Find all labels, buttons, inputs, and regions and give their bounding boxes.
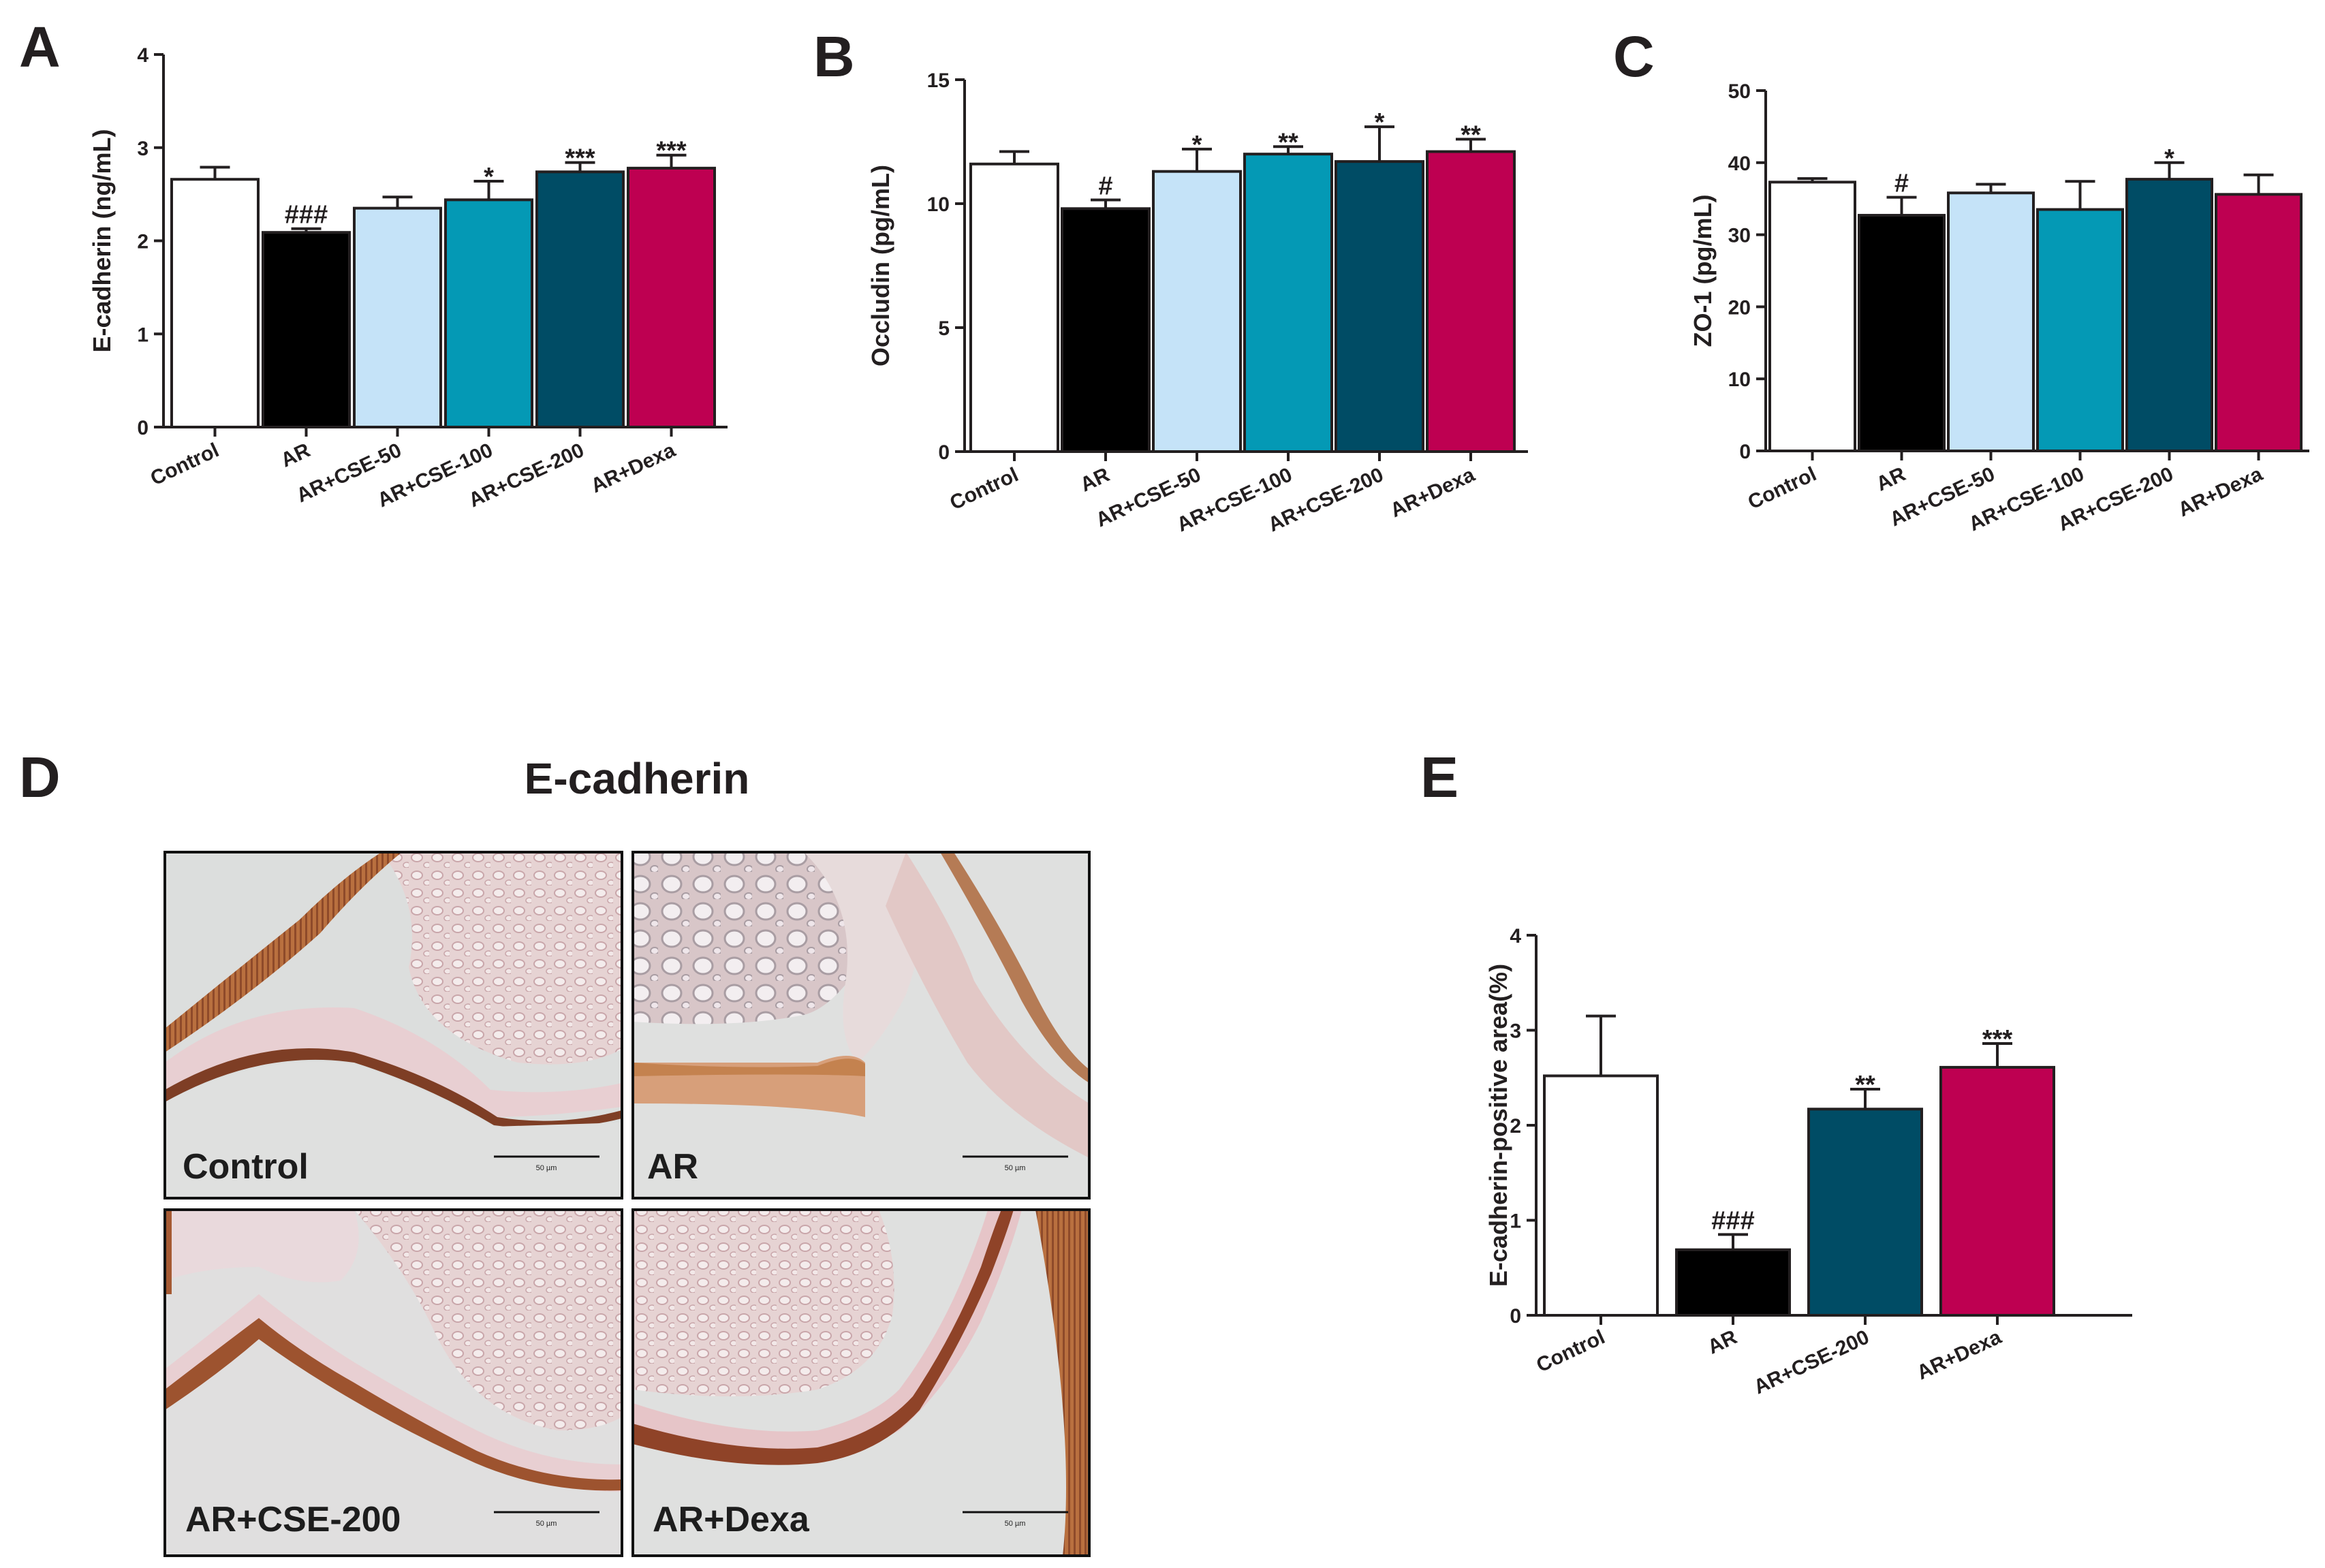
bar-control <box>969 162 1059 453</box>
category-label: AR+Dexa <box>1387 463 1478 522</box>
significance-label: ### <box>1711 1206 1754 1235</box>
significance-label: * <box>1375 108 1385 137</box>
y-tick-label: 15 <box>927 69 950 92</box>
y-axis-label: E-cadherin-positive area(%) <box>1484 964 1512 1287</box>
scale-bar-text: 50 µm <box>1005 1520 1026 1528</box>
panel-label-e: E <box>1420 745 1458 809</box>
bar-ar-cse-50 <box>1947 191 2035 452</box>
y-tick-label: 0 <box>938 441 950 464</box>
y-tick-label: 10 <box>927 193 950 216</box>
y-tick-label: 2 <box>1510 1115 1521 1138</box>
significance-label: ** <box>1278 128 1298 157</box>
category-label: AR <box>1704 1326 1741 1358</box>
category-label: Control <box>1745 462 1820 514</box>
category-label: Control <box>1533 1326 1608 1377</box>
significance-label: ** <box>1855 1071 1875 1099</box>
significance-label: # <box>1894 170 1909 198</box>
bar-ar-cse-50 <box>353 206 442 428</box>
significance-label: *** <box>565 144 595 173</box>
y-tick-label: 1 <box>137 324 149 346</box>
bar-control <box>170 178 260 428</box>
scale-bar-text: 50 µm <box>536 1520 557 1528</box>
significance-label: *** <box>1982 1025 2013 1054</box>
category-label: AR+CSE-200 <box>1751 1326 1873 1398</box>
micrograph-control: Control 50 µm <box>163 851 623 1199</box>
significance-label: * <box>2164 144 2174 173</box>
y-tick-label: 30 <box>1728 225 1751 247</box>
micrograph-ar: AR 50 µm <box>631 851 1091 1199</box>
category-label: AR <box>277 439 314 471</box>
category-label: Control <box>147 439 223 490</box>
bar-ar <box>1061 207 1151 453</box>
bar-ar <box>262 231 351 428</box>
bar-ar-cse-50 <box>1152 170 1242 453</box>
panel-label-a: A <box>19 15 61 79</box>
scale-bar-text: 50 µm <box>1005 1164 1026 1172</box>
y-tick-label: 20 <box>1728 296 1751 319</box>
y-tick-label: 2 <box>137 231 149 253</box>
category-label: AR <box>1873 462 1909 495</box>
bar-ar-dexa <box>2215 193 2303 452</box>
y-tick-label: 10 <box>1728 369 1751 391</box>
category-label: AR+Dexa <box>2174 462 2266 521</box>
y-tick-label: 40 <box>1728 153 1751 175</box>
chart-e-positive-area: 0 1 2 3 4 E-cadherin-positive area(%) Control A… <box>1484 925 2132 1399</box>
category-label: AR <box>1077 463 1114 496</box>
significance-label: * <box>484 163 494 191</box>
micrograph-ar-cse-200: AR+CSE-200 50 µm <box>163 1208 623 1557</box>
scale-bar-text: 50 µm <box>536 1164 557 1172</box>
significance-label: *** <box>656 137 687 166</box>
significance-label: * <box>1192 131 1202 159</box>
y-tick-label: 3 <box>1510 1020 1521 1043</box>
y-axis-label: Occludin (pg/mL) <box>867 165 894 366</box>
bar-ar-cse-200 <box>1335 160 1424 453</box>
y-tick-label: 0 <box>1510 1305 1521 1328</box>
micrograph-label-control: Control <box>183 1147 309 1187</box>
bar-ar-cse-100 <box>2036 208 2124 452</box>
y-axis-label: E-cadherin (ng/mL) <box>88 129 116 352</box>
bar-ar-dexa <box>1939 1065 2055 1317</box>
micrograph-ar-dexa: AR+Dexa 50 µm <box>631 1208 1091 1557</box>
panel-label-c: C <box>1613 25 1655 89</box>
y-axis-label: ZO-1 (pg/mL) <box>1689 195 1717 347</box>
y-tick-label: 4 <box>1510 925 1521 947</box>
micrograph-label-ar-cse-200: AR+CSE-200 <box>185 1500 401 1539</box>
y-tick-label: 0 <box>137 417 149 439</box>
category-label: AR+Dexa <box>587 439 678 497</box>
category-label: Control <box>946 463 1022 514</box>
category-label: AR+Dexa <box>1914 1326 2005 1384</box>
bar-control <box>1768 181 1856 452</box>
panel-label-d: D <box>19 745 61 809</box>
y-tick-label: 50 <box>1728 80 1751 103</box>
y-tick-label: 5 <box>938 317 950 340</box>
bar-ar-cse-200 <box>1807 1108 1923 1317</box>
significance-label: ** <box>1461 121 1481 149</box>
panel-label-b: B <box>813 25 855 89</box>
bar-ar-cse-100 <box>1243 153 1333 453</box>
micrograph-label-ar-dexa: AR+Dexa <box>653 1500 810 1539</box>
micrograph-title: E-cadherin <box>525 754 750 803</box>
bar-ar-dexa <box>1426 150 1516 453</box>
y-tick-label: 3 <box>137 138 149 160</box>
bar-ar-cse-200 <box>2125 178 2213 452</box>
significance-label: # <box>1098 172 1112 201</box>
y-tick-label: 4 <box>137 44 149 67</box>
bar-ar-cse-100 <box>444 198 533 428</box>
micrograph-label-ar: AR <box>647 1147 698 1187</box>
bar-ar-cse-200 <box>535 170 625 428</box>
bar-ar-dexa <box>627 166 716 429</box>
bar-ar <box>1675 1248 1791 1317</box>
y-tick-label: 1 <box>1510 1210 1521 1233</box>
bar-ar <box>1858 214 1946 452</box>
y-tick-label: 0 <box>1739 441 1751 463</box>
significance-label: ### <box>285 201 328 230</box>
bar-control <box>1543 1074 1659 1317</box>
